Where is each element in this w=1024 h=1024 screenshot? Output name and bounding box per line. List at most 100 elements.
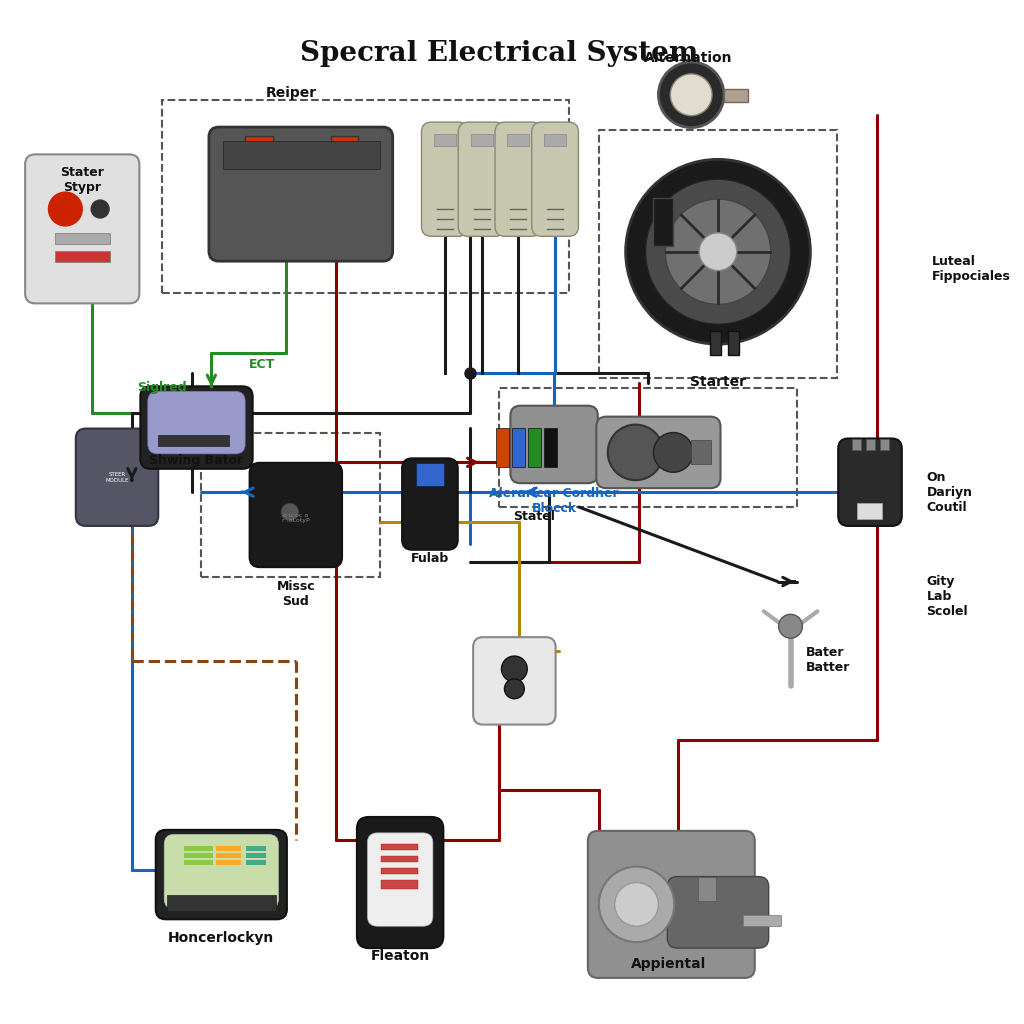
FancyBboxPatch shape xyxy=(164,835,279,909)
FancyBboxPatch shape xyxy=(531,122,579,237)
Bar xyxy=(599,130,838,378)
Bar xyxy=(512,428,525,467)
Circle shape xyxy=(48,193,82,226)
Bar xyxy=(55,232,110,244)
Text: Starter: Starter xyxy=(690,375,746,389)
Text: Reiper: Reiper xyxy=(265,86,316,99)
Bar xyxy=(698,877,716,901)
Circle shape xyxy=(666,199,771,304)
Bar xyxy=(223,141,380,169)
FancyBboxPatch shape xyxy=(402,459,458,550)
FancyBboxPatch shape xyxy=(76,429,159,526)
Bar xyxy=(653,198,674,246)
Bar xyxy=(710,331,721,355)
FancyBboxPatch shape xyxy=(250,463,342,567)
Bar xyxy=(183,853,213,858)
Text: Specral Electrical System: Specral Electrical System xyxy=(300,40,698,68)
FancyBboxPatch shape xyxy=(209,127,392,261)
Bar xyxy=(544,133,566,146)
Circle shape xyxy=(671,74,712,116)
Bar xyxy=(216,860,242,864)
FancyBboxPatch shape xyxy=(459,122,505,237)
Bar xyxy=(500,388,798,507)
Text: Alternation: Alternation xyxy=(644,51,732,65)
Bar xyxy=(416,463,443,486)
Circle shape xyxy=(614,883,658,927)
Bar xyxy=(381,867,418,873)
FancyBboxPatch shape xyxy=(368,833,433,927)
FancyBboxPatch shape xyxy=(357,817,443,948)
Bar xyxy=(852,439,861,451)
Bar xyxy=(216,853,242,858)
FancyBboxPatch shape xyxy=(668,877,769,948)
Circle shape xyxy=(778,614,803,638)
Circle shape xyxy=(626,160,810,344)
Bar xyxy=(183,860,213,864)
Text: STEER
MODULE: STEER MODULE xyxy=(105,472,129,482)
Text: Appiental: Appiental xyxy=(631,957,706,971)
FancyBboxPatch shape xyxy=(596,417,721,488)
FancyBboxPatch shape xyxy=(473,637,556,725)
Bar xyxy=(381,880,418,890)
Bar xyxy=(544,428,557,467)
Bar xyxy=(728,331,739,355)
Bar xyxy=(528,428,542,467)
FancyBboxPatch shape xyxy=(147,391,245,454)
Bar xyxy=(724,89,748,101)
Text: Bater
Batter: Bater Batter xyxy=(806,646,850,674)
FancyBboxPatch shape xyxy=(140,386,253,469)
Text: Luteal
Fippociales: Luteal Fippociales xyxy=(932,255,1011,283)
Circle shape xyxy=(653,432,693,472)
Bar xyxy=(246,853,266,858)
Circle shape xyxy=(608,425,664,480)
FancyBboxPatch shape xyxy=(588,830,755,978)
Bar xyxy=(857,503,882,519)
Circle shape xyxy=(658,62,724,128)
Bar xyxy=(246,860,266,864)
Circle shape xyxy=(599,866,674,942)
Bar xyxy=(246,846,266,851)
Text: o u:oc o
r .oLotyP: o u:oc o r .oLotyP xyxy=(282,513,309,523)
Text: Fleaton: Fleaton xyxy=(371,949,430,964)
FancyBboxPatch shape xyxy=(422,122,468,237)
FancyBboxPatch shape xyxy=(839,438,902,526)
Bar xyxy=(331,135,358,158)
Text: Honcerlockyn: Honcerlockyn xyxy=(168,931,274,945)
Bar xyxy=(497,428,509,467)
Bar xyxy=(167,895,275,911)
Bar xyxy=(381,844,418,850)
Text: Shwing Bator: Shwing Bator xyxy=(150,455,244,467)
Text: Aleraricar Cordher
Blocck: Aleraricar Cordher Blocck xyxy=(489,487,618,515)
Bar xyxy=(880,439,889,451)
Bar xyxy=(202,432,380,577)
Circle shape xyxy=(91,200,110,218)
Bar xyxy=(508,133,529,146)
Text: Stater
Stypr: Stater Stypr xyxy=(60,166,104,195)
Bar xyxy=(158,434,229,446)
FancyBboxPatch shape xyxy=(495,122,542,237)
FancyBboxPatch shape xyxy=(26,155,139,303)
Text: Statel: Statel xyxy=(513,510,555,523)
Bar xyxy=(162,99,569,294)
Circle shape xyxy=(281,503,299,521)
Text: Missc
Sud: Missc Sud xyxy=(276,580,315,607)
Text: ECT: ECT xyxy=(249,358,275,372)
Bar xyxy=(434,133,456,146)
Text: Siglred: Siglred xyxy=(137,381,186,394)
Text: On
Dariyn
Coutil: On Dariyn Coutil xyxy=(927,471,973,514)
Bar xyxy=(381,856,418,861)
Bar xyxy=(691,440,711,464)
Bar xyxy=(55,251,110,262)
Bar xyxy=(216,846,242,851)
Circle shape xyxy=(645,179,791,325)
Text: Fulab: Fulab xyxy=(411,552,450,564)
Circle shape xyxy=(505,679,524,698)
Text: Gity
Lab
Scolel: Gity Lab Scolel xyxy=(927,574,969,617)
FancyBboxPatch shape xyxy=(510,406,598,483)
Bar xyxy=(471,133,493,146)
Bar xyxy=(245,135,273,158)
FancyBboxPatch shape xyxy=(156,829,287,920)
Bar xyxy=(183,846,213,851)
Circle shape xyxy=(699,232,737,270)
Circle shape xyxy=(502,656,527,682)
